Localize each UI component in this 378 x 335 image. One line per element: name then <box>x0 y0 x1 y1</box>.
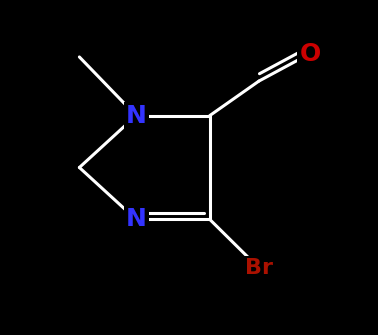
Text: N: N <box>125 207 147 231</box>
Text: O: O <box>299 42 321 66</box>
Text: N: N <box>125 104 147 128</box>
Text: Br: Br <box>245 258 273 278</box>
